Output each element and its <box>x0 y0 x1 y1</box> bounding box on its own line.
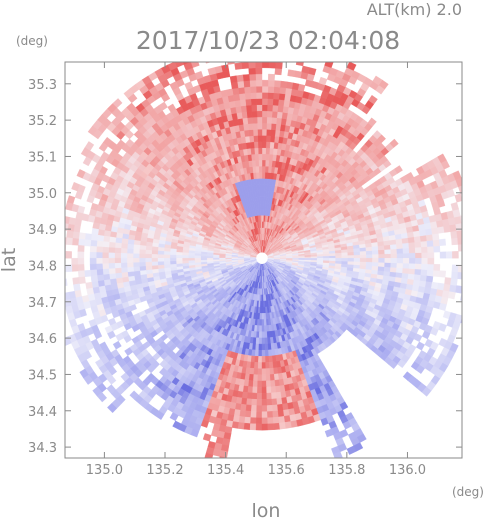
y-tick-label: 35.1 <box>28 150 57 165</box>
y-unit-label: (deg) <box>16 34 48 48</box>
x-tick-label: 135.4 <box>207 463 244 478</box>
y-tick-label: 34.5 <box>28 368 57 383</box>
y-tick-label: 34.9 <box>28 223 57 238</box>
y-tick-label: 34.7 <box>28 296 57 311</box>
altitude-label: ALT(km) 2.0 <box>367 0 462 19</box>
y-tick-label: 34.4 <box>28 405 57 420</box>
x-tick-label: 135.6 <box>268 463 305 478</box>
x-tick-label: 135.0 <box>86 463 123 478</box>
x-unit-label: (deg) <box>452 485 484 499</box>
y-tick-label: 35.0 <box>28 187 57 202</box>
x-axis-label: lon <box>252 500 281 521</box>
x-tick-label: 136.0 <box>389 463 426 478</box>
y-tick-label: 34.3 <box>28 441 57 456</box>
y-axis-ticks: 34.3 34.4 34.5 34.6 34.7 34.8 34.9 35.0 35.1 35.2… <box>28 78 462 456</box>
y-tick-label: 34.6 <box>28 332 57 347</box>
x-tick-label: 135.8 <box>328 463 365 478</box>
velocity-field <box>65 62 462 458</box>
plot-frame <box>64 61 463 459</box>
y-tick-label: 34.8 <box>28 259 57 274</box>
x-tick-label: 135.2 <box>146 463 183 478</box>
y-axis-label: lat <box>0 248 20 272</box>
chart-title: 2017/10/23 02:04:08 <box>136 26 400 55</box>
y-tick-label: 35.3 <box>28 78 57 93</box>
x-axis-ticks: 135.0 135.2 135.4 135.6 135.8 136.0 <box>86 62 426 478</box>
y-tick-label: 35.2 <box>28 114 57 129</box>
